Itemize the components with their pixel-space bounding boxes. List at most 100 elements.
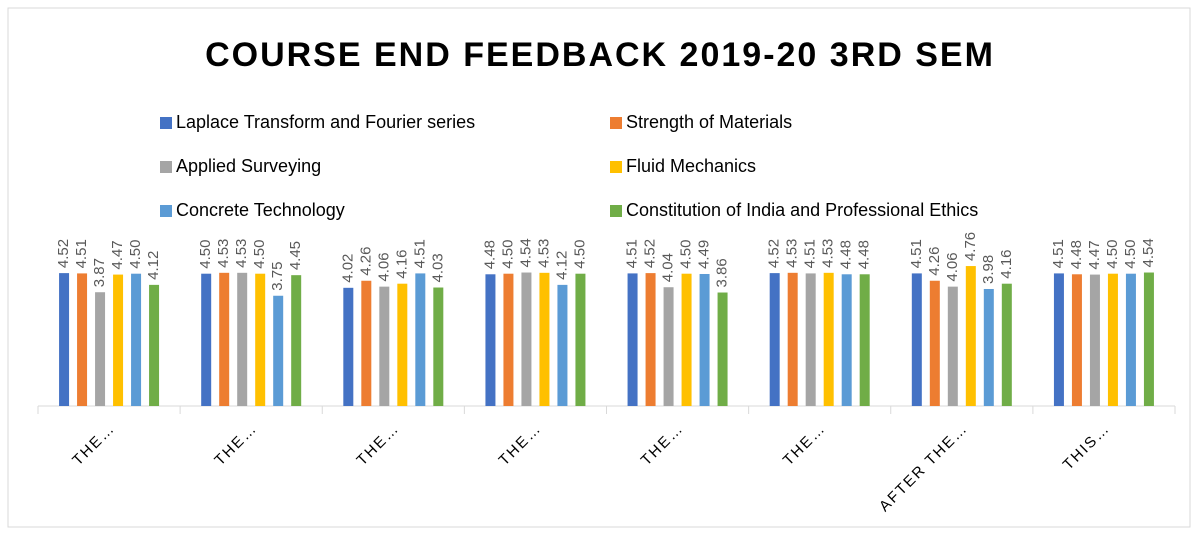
legend-swatch: [610, 161, 622, 173]
bar: [379, 286, 390, 406]
value-label: 4.12: [145, 251, 162, 280]
bar: [219, 272, 230, 406]
value-label: 4.53: [820, 239, 837, 268]
value-label: 4.53: [233, 239, 250, 268]
legend-label: Constitution of India and Professional E…: [626, 200, 978, 220]
bar: [1107, 273, 1118, 406]
bar: [77, 273, 88, 406]
chart-border: [7, 7, 1191, 528]
value-label: 4.49: [696, 240, 713, 269]
value-label: 4.50: [1122, 239, 1139, 268]
bar: [983, 288, 994, 406]
bar: [575, 273, 586, 406]
bar: [1001, 283, 1012, 406]
bar: [681, 273, 692, 406]
value-label: 4.06: [944, 252, 961, 281]
bar: [539, 272, 550, 406]
bar: [645, 273, 656, 406]
value-label: 4.51: [1050, 239, 1067, 268]
bar: [965, 266, 976, 406]
value-label: 4.04: [660, 253, 677, 282]
legend-label: Laplace Transform and Fourier series: [176, 112, 475, 132]
bar: [149, 284, 160, 406]
value-label: 4.51: [624, 239, 641, 268]
value-label: 4.54: [1140, 238, 1157, 267]
bar: [485, 274, 496, 406]
value-label: 4.16: [998, 249, 1015, 278]
bar: [1125, 273, 1136, 406]
value-label: 4.26: [926, 247, 943, 276]
value-label: 4.51: [411, 239, 428, 268]
value-label: 4.48: [838, 240, 855, 269]
value-label: 4.54: [517, 238, 534, 267]
value-label: 4.12: [553, 251, 570, 280]
value-label: 4.50: [678, 239, 695, 268]
value-label: 4.48: [1068, 240, 1085, 269]
chart-title: COURSE END FEEDBACK 2019-20 3RD SEM: [205, 36, 995, 74]
value-label: 4.48: [856, 240, 873, 269]
legend-swatch: [160, 205, 172, 217]
value-label: 4.47: [109, 240, 126, 269]
value-label: 4.53: [215, 239, 232, 268]
bar: [805, 273, 816, 406]
value-label: 4.50: [197, 239, 214, 268]
bar: [59, 273, 70, 406]
value-label: 4.47: [1086, 240, 1103, 269]
bar: [1053, 273, 1064, 406]
value-label: 4.50: [127, 239, 144, 268]
bar: [361, 280, 372, 406]
value-label: 4.76: [962, 232, 979, 261]
value-label: 4.16: [393, 249, 410, 278]
bar: [131, 273, 142, 406]
bar: [841, 274, 852, 406]
bar: [433, 287, 444, 406]
value-label: 3.98: [980, 255, 997, 284]
bar: [823, 272, 834, 406]
bar: [1089, 274, 1100, 406]
legend-swatch: [610, 205, 622, 217]
value-label: 3.87: [91, 258, 108, 287]
bar: [1071, 274, 1082, 406]
value-label: 4.26: [357, 247, 374, 276]
value-label: 3.75: [269, 262, 286, 291]
bar: [859, 274, 870, 406]
value-label: 4.52: [55, 239, 72, 268]
bar: [787, 272, 798, 406]
bar: [929, 280, 940, 406]
bar: [201, 273, 212, 406]
legend-swatch: [610, 117, 622, 129]
value-label: 4.48: [481, 240, 498, 269]
bar: [237, 272, 248, 406]
legend-swatch: [160, 161, 172, 173]
bar: [557, 284, 568, 406]
legend-swatch: [160, 117, 172, 129]
legend-label: Strength of Materials: [626, 112, 792, 132]
bar: [627, 273, 638, 406]
value-label: 3.86: [714, 258, 731, 287]
value-label: 4.50: [499, 239, 516, 268]
value-label: 4.51: [908, 239, 925, 268]
value-label: 4.50: [571, 239, 588, 268]
bar: [95, 292, 106, 406]
value-label: 4.02: [339, 254, 356, 283]
legend-label: Fluid Mechanics: [626, 156, 756, 176]
value-label: 4.45: [287, 241, 304, 270]
value-label: 4.50: [251, 239, 268, 268]
value-label: 4.52: [642, 239, 659, 268]
legend-label: Applied Surveying: [176, 156, 321, 176]
value-label: 4.50: [1104, 239, 1121, 268]
value-label: 4.03: [429, 253, 446, 282]
bar: [769, 273, 780, 406]
bar: [503, 273, 514, 406]
bar: [273, 295, 284, 406]
bar: [521, 272, 532, 406]
value-label: 4.51: [73, 239, 90, 268]
value-label: 4.52: [766, 239, 783, 268]
bar: [1143, 272, 1154, 406]
bar: [343, 287, 354, 406]
value-label: 4.53: [784, 239, 801, 268]
bar: [255, 273, 266, 406]
bar: [717, 292, 728, 406]
bar: [699, 273, 710, 406]
